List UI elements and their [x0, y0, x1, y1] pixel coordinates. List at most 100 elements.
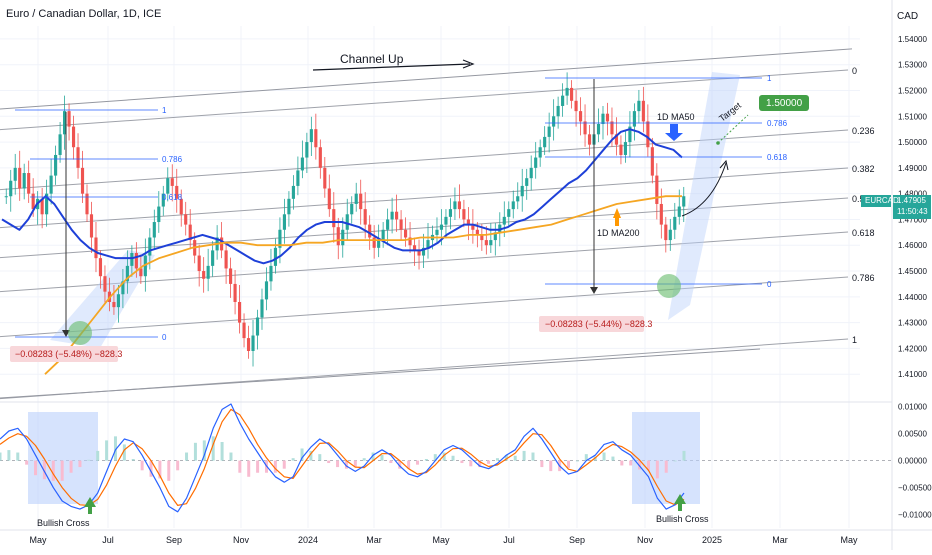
- macd-histogram-bar: [424, 458, 428, 461]
- candle-body: [9, 180, 13, 197]
- macd-histogram-bar: [7, 450, 11, 461]
- x-tick-label: May: [29, 535, 47, 545]
- candle-body: [309, 129, 313, 143]
- candle-body: [372, 237, 376, 248]
- candle-body: [610, 121, 614, 135]
- candle-body: [98, 258, 103, 277]
- y-tick-label: 1.52000: [898, 86, 927, 95]
- macd-y-tick-label: 0.01000: [898, 403, 927, 412]
- channel-line: [0, 69, 849, 131]
- candle-body: [439, 224, 444, 230]
- candle-body: [130, 252, 134, 266]
- macd-histogram-bar: [362, 458, 366, 461]
- macd-histogram-bar: [105, 440, 109, 461]
- macd-histogram-bar: [327, 460, 331, 464]
- y-tick-label: 1.46000: [898, 241, 927, 250]
- macd-histogram-bar: [25, 460, 29, 465]
- target-dashed-line: [717, 114, 749, 144]
- macd-histogram-bar: [549, 460, 553, 472]
- macd-histogram-bar: [238, 460, 242, 473]
- candle-body: [547, 126, 551, 137]
- y-tick-label: 1.53000: [898, 61, 927, 70]
- macd-histogram-bar: [247, 460, 251, 477]
- macd-histogram-bar: [96, 450, 100, 461]
- macd-y-tick-label: 0.00000: [898, 457, 927, 466]
- candle-body: [116, 294, 120, 308]
- macd-histogram-bar: [113, 436, 117, 461]
- macd-histogram-bar: [531, 452, 535, 461]
- y-tick-label: 1.45000: [898, 267, 927, 276]
- candle-body: [202, 271, 206, 279]
- candle-body: [323, 167, 327, 189]
- candle-body: [682, 196, 686, 207]
- candle-body: [677, 206, 681, 217]
- candle-body: [255, 317, 260, 336]
- macd-histogram-bar: [602, 452, 606, 461]
- macd-histogram-bar: [122, 444, 126, 461]
- candle-body: [552, 116, 556, 127]
- candle-body: [484, 240, 488, 246]
- candle-body: [143, 255, 147, 277]
- candle-body: [80, 167, 85, 194]
- projection-channel-right: [668, 72, 740, 320]
- candle-body: [421, 247, 426, 256]
- last-price-symbol: EURCAD: [865, 196, 899, 205]
- channel-line: [0, 197, 849, 259]
- fib-left-level: 1: [162, 106, 167, 115]
- candle-body: [408, 237, 412, 246]
- x-tick-label: Nov: [637, 535, 654, 545]
- macd-histogram-bar: [78, 460, 82, 468]
- candle-body: [40, 198, 44, 215]
- macd-main-line: [0, 403, 685, 513]
- measure-right-box: [539, 316, 644, 332]
- x-tick-label: Jul: [102, 535, 114, 545]
- macd-histogram-bar: [149, 460, 153, 477]
- candle-body: [264, 281, 269, 300]
- macd-histogram-bar: [309, 450, 313, 461]
- channel-up-arrow-head: [462, 59, 475, 69]
- macd-histogram-bar: [469, 460, 473, 467]
- candle-body: [211, 250, 215, 266]
- macd-histogram-bar: [584, 454, 588, 461]
- fib-right-level: 0.618: [767, 153, 788, 162]
- x-tick-label: 2025: [702, 535, 722, 545]
- candle-body: [381, 229, 385, 241]
- candle-body: [377, 240, 381, 248]
- channel-line: [0, 276, 849, 338]
- candle-body: [471, 224, 475, 230]
- macd-histogram-bar: [16, 452, 20, 461]
- macd-histogram-bar: [522, 450, 526, 461]
- candle-body: [188, 224, 192, 241]
- macd-histogram-bar: [487, 460, 491, 464]
- macd-histogram-bar: [185, 452, 189, 461]
- macd-y-tick-label: 0.00500: [898, 430, 927, 439]
- macd-histogram-bar: [336, 460, 340, 468]
- last-price-countdown: 11:50:43: [897, 207, 928, 216]
- macd-histogram-bar: [513, 455, 517, 461]
- candle-body: [637, 100, 641, 112]
- candle-body: [237, 301, 242, 323]
- candle-body: [179, 198, 183, 215]
- candle-body: [67, 111, 71, 127]
- candle-body: [54, 154, 58, 176]
- candle-body: [614, 134, 619, 145]
- macd-histogram-bar: [575, 460, 579, 462]
- macd-histogram-bar: [42, 460, 46, 480]
- ma50-label: 1D MA50: [657, 112, 695, 122]
- y-tick-label: 1.43000: [898, 319, 927, 328]
- macd-histogram-bar: [380, 454, 384, 461]
- last-price-value: 1.47905: [897, 196, 926, 205]
- candle-body: [305, 142, 309, 158]
- macd-histogram-bar: [504, 454, 508, 461]
- candle-body: [386, 219, 390, 230]
- x-tick-label: Sep: [569, 535, 585, 545]
- target-box: [759, 95, 809, 111]
- macd-histogram-bar: [69, 460, 73, 473]
- candle-body: [170, 178, 174, 186]
- candle-body: [525, 178, 529, 186]
- candle-body: [85, 193, 89, 215]
- fib-left-level: 0: [162, 333, 167, 342]
- candle-body: [63, 111, 67, 135]
